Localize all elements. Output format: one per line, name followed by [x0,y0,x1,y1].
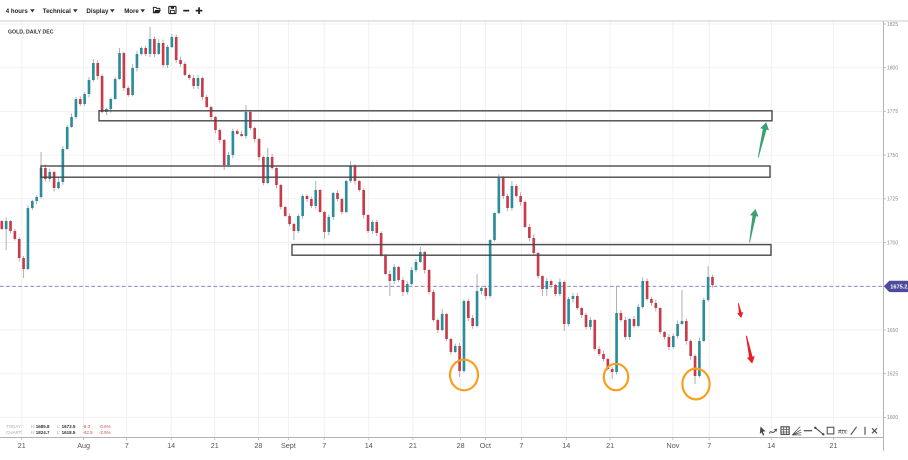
svg-text:1775: 1775 [887,109,898,115]
svg-text:-42.5: -42.5 [82,430,93,435]
svg-text:14: 14 [167,441,175,450]
svg-text:1725: 1725 [887,197,898,203]
svg-text:Display: Display [86,8,109,15]
svg-text:H:: H: [31,424,36,429]
svg-text:1650: 1650 [887,328,898,334]
svg-text:4 hours: 4 hours [6,8,29,15]
svg-text:L:: L: [57,430,61,435]
svg-text:21: 21 [409,441,417,450]
svg-text:L:: L: [57,424,61,429]
svg-text:21: 21 [606,441,614,450]
svg-text:7: 7 [125,441,129,450]
svg-text:1675.2: 1675.2 [890,285,907,291]
svg-text:TODAY:: TODAY: [6,424,22,429]
svg-text:More: More [124,8,139,15]
svg-text:1625: 1625 [887,372,898,378]
svg-text:1825: 1825 [887,22,898,28]
svg-text:1600: 1600 [887,415,898,421]
svg-text:14: 14 [562,441,570,450]
svg-text:1700: 1700 [887,240,898,246]
svg-text:GOLD, DAILY DEC: GOLD, DAILY DEC [8,29,54,35]
svg-text:28: 28 [457,441,465,450]
svg-text:7: 7 [322,441,326,450]
svg-text:1673.5: 1673.5 [62,424,76,429]
svg-text:Abc: Abc [837,429,848,435]
svg-text:21: 21 [18,441,26,450]
svg-text:Technical: Technical [43,8,71,15]
svg-text:H:: H: [31,430,36,435]
svg-text:Nov: Nov [667,441,680,450]
svg-text:Oct: Oct [480,441,491,450]
svg-text:-9.3: -9.3 [82,424,90,429]
svg-text:1685.8: 1685.8 [36,424,50,429]
svg-text:7: 7 [519,441,523,450]
svg-text:7: 7 [707,441,711,450]
svg-text:1750: 1750 [887,153,898,159]
svg-text:14: 14 [767,441,775,450]
svg-text:-2.5%: -2.5% [99,430,111,435]
svg-text:1800: 1800 [887,66,898,72]
svg-text:Aug: Aug [77,441,90,450]
svg-text:1618.5: 1618.5 [62,430,76,435]
svg-text:21: 21 [829,441,837,450]
svg-text:21: 21 [211,441,219,450]
svg-text:14: 14 [365,441,373,450]
svg-text:28: 28 [254,441,262,450]
svg-text:1824.7: 1824.7 [36,430,50,435]
svg-text:CHART:: CHART: [6,430,22,435]
svg-text:Sept: Sept [281,441,296,450]
svg-text:-0.6%: -0.6% [99,424,111,429]
